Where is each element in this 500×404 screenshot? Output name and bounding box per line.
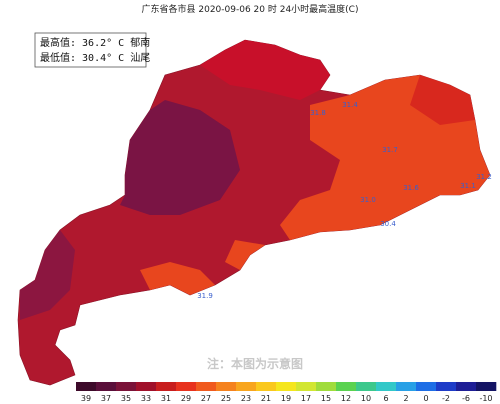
legend-swatch — [416, 382, 437, 391]
legend-tick-label: 2 — [403, 394, 408, 403]
map-title: 广东省各市县 2020-09-06 20 时 24小时最高温度(C) — [142, 3, 359, 15]
legend-tick-label: 29 — [181, 394, 191, 403]
legend-swatch — [316, 382, 337, 391]
legend-tick-label: 10 — [361, 394, 371, 403]
legend-tick-label: 31 — [161, 394, 171, 403]
legend-swatch — [396, 382, 417, 391]
legend-tick-label: 25 — [221, 394, 231, 403]
legend-swatch — [116, 382, 137, 391]
legend-swatch — [236, 382, 257, 391]
legend-tick-label: -10 — [479, 394, 492, 403]
map-value-label: 31.7 — [382, 146, 398, 154]
legend-tick-label: 19 — [281, 394, 291, 403]
legend-tick-label: 6 — [383, 394, 388, 403]
legend-tick-label: -6 — [462, 394, 470, 403]
map-value-label: 30.4 — [380, 220, 396, 228]
map-value-label: 31.9 — [197, 292, 213, 300]
legend-tick-label: 33 — [141, 394, 151, 403]
legend-swatch — [176, 382, 197, 391]
legend-tick-label: 0 — [423, 394, 428, 403]
map-value-label: 31.2 — [476, 173, 492, 181]
legend-swatch — [96, 382, 117, 391]
map-value-label: 31.0 — [360, 196, 376, 204]
legend-tick-label: 27 — [201, 394, 211, 403]
legend-swatch — [156, 382, 177, 391]
legend-swatch — [436, 382, 457, 391]
legend-swatch — [216, 382, 237, 391]
legend-tick-label: 39 — [81, 394, 91, 403]
legend-swatch — [336, 382, 357, 391]
legend-tick-label: 17 — [301, 394, 311, 403]
map-value-label: 31.1 — [460, 182, 476, 190]
legend-swatch — [276, 382, 297, 391]
map-value-label: 31.8 — [310, 109, 326, 117]
legend-swatch — [376, 382, 397, 391]
max-line: 最高值: 36.2° C 郁南 — [40, 36, 150, 49]
note: 注：本图为示意图 — [207, 356, 303, 371]
color-legend: 39 37 35 33 31 29 27 25 23 21 19 17 15 12 10 6 2 0 -2 -6 -10 — [76, 382, 497, 403]
legend-tick-label: 23 — [241, 394, 251, 403]
map-value-label: 31.6 — [403, 184, 419, 192]
min-line: 最低值: 30.4° C 汕尾 — [40, 51, 150, 64]
legend-swatch — [476, 382, 497, 391]
info-box — [34, 32, 147, 68]
legend-tick-label: 21 — [261, 394, 271, 403]
legend-swatch — [456, 382, 477, 391]
legend-tick-label: -2 — [442, 394, 450, 403]
legend-tick-label: 12 — [341, 394, 351, 403]
legend-tick-label: 37 — [101, 394, 111, 403]
legend-tick-label: 15 — [321, 394, 331, 403]
legend-tick-label: 35 — [121, 394, 131, 403]
legend-swatch — [356, 382, 377, 391]
province-map — [17, 39, 491, 386]
legend-swatch — [76, 382, 97, 391]
legend-swatch — [296, 382, 317, 391]
legend-swatch — [136, 382, 157, 391]
legend-swatch — [256, 382, 277, 391]
map-value-label: 31.4 — [342, 101, 358, 109]
legend-swatch — [196, 382, 217, 391]
map-labels: 31.4 31.8 31.7 31.0 30.4 31.231.1 31.9 31.6 — [197, 101, 492, 300]
